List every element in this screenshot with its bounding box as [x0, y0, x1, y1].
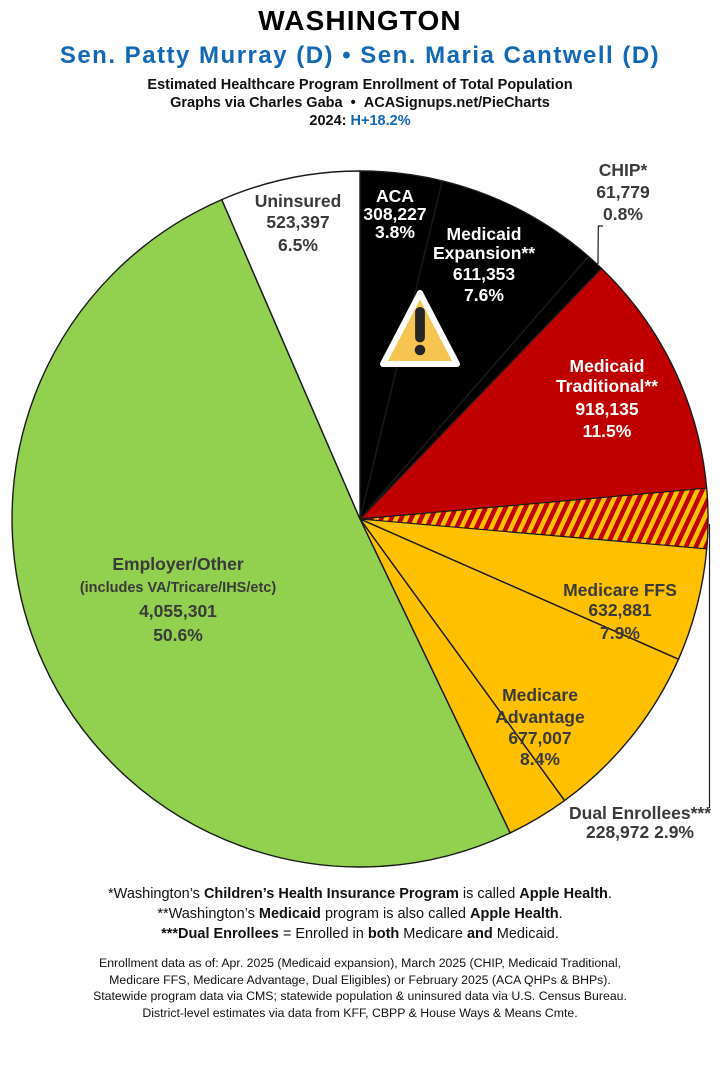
svg-text:Medicaid: Medicaid — [570, 356, 645, 376]
svg-text:Medicaid: Medicaid — [447, 224, 522, 244]
svg-text:8.4%: 8.4% — [520, 749, 560, 769]
svg-text:(includes VA/Tricare/IHS/etc): (includes VA/Tricare/IHS/etc) — [80, 580, 277, 596]
svg-text:Advantage: Advantage — [495, 707, 585, 727]
svg-text:228,972 2.9%: 228,972 2.9% — [586, 822, 694, 842]
svg-text:Medicare FFS: Medicare FFS — [563, 580, 677, 600]
svg-text:611,353: 611,353 — [453, 264, 516, 284]
svg-text:308,227: 308,227 — [363, 204, 426, 224]
svg-text:Traditional**: Traditional** — [556, 376, 658, 396]
svg-text:632,881: 632,881 — [588, 600, 652, 620]
svg-text:523,397: 523,397 — [266, 212, 329, 232]
svg-text:50.6%: 50.6% — [153, 625, 203, 645]
svg-text:Medicare: Medicare — [502, 685, 578, 705]
svg-text:677,007: 677,007 — [508, 728, 571, 748]
svg-text:7.9%: 7.9% — [600, 623, 640, 643]
svg-text:0.8%: 0.8% — [603, 204, 643, 224]
svg-text:3.8%: 3.8% — [375, 222, 415, 242]
svg-text:11.5%: 11.5% — [583, 421, 632, 441]
svg-text:Dual Enrollees***: Dual Enrollees*** — [569, 803, 711, 823]
svg-text:Expansion**: Expansion** — [433, 243, 535, 263]
svg-text:4,055,301: 4,055,301 — [139, 601, 217, 621]
svg-text:7.6%: 7.6% — [464, 285, 504, 305]
svg-text:CHIP*: CHIP* — [599, 160, 648, 180]
svg-text:61,779: 61,779 — [596, 182, 650, 202]
svg-text:ACA: ACA — [376, 186, 414, 206]
svg-text:6.5%: 6.5% — [278, 235, 318, 255]
svg-text:Employer/Other: Employer/Other — [112, 554, 243, 574]
svg-text:918,135: 918,135 — [575, 399, 639, 419]
svg-text:Uninsured: Uninsured — [255, 191, 342, 211]
